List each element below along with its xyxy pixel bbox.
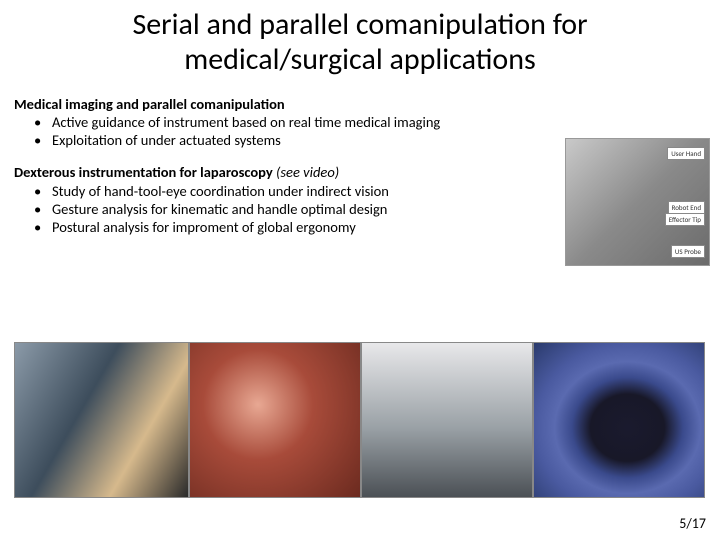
title-line-1: Serial and parallel comanipulation for [132, 6, 587, 43]
image-label: US Probe [671, 245, 705, 258]
top-right-image: User Hand Robot End Effector Tip US Prob… [565, 138, 710, 266]
title-line-2: medical/surgical applications [184, 41, 536, 78]
page-number: 5/17 [679, 515, 706, 532]
section-2-heading: Dexterous instrumentation for laparoscop… [14, 163, 273, 181]
bottom-image-row [14, 342, 706, 498]
photo-endoscopic-view [189, 342, 361, 498]
photo-surgical-drape [533, 342, 705, 498]
image-label: Effector Tip [665, 213, 705, 226]
slide-title: Serial and parallel comanipulation for m… [0, 0, 720, 83]
bullet-item: Active guidance of instrument based on r… [52, 113, 706, 131]
photo-instrument [361, 342, 533, 498]
image-label: User Hand [667, 147, 705, 160]
section-2-note: (see video) [273, 163, 339, 181]
section-1-heading: Medical imaging and parallel comanipulat… [14, 95, 285, 113]
photo-lab-setup [14, 342, 189, 498]
